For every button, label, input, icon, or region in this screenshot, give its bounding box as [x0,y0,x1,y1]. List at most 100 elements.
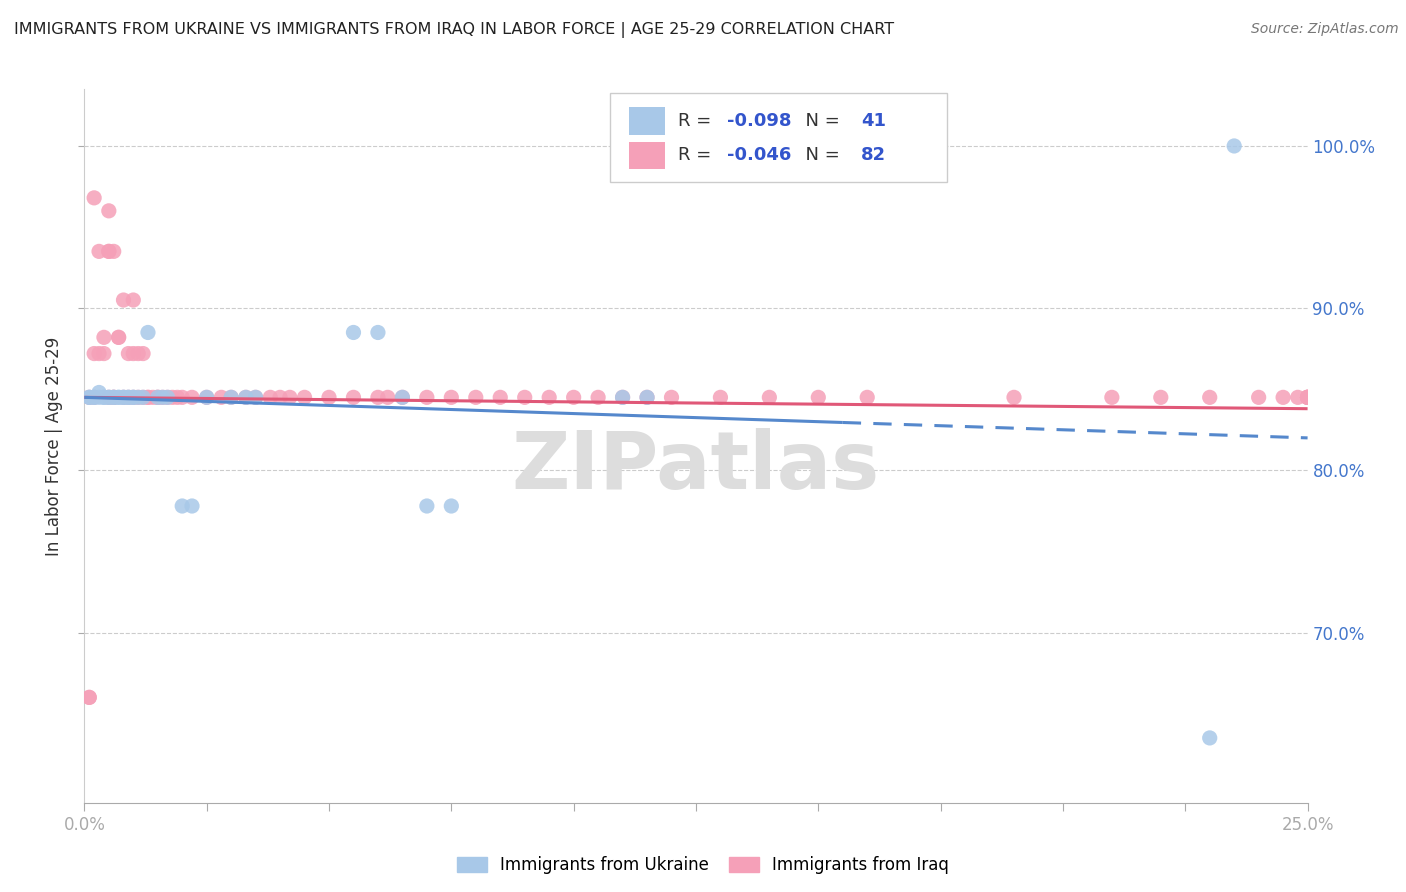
Point [132,390,155,404]
Point [122,390,145,404]
Point [440,390,463,404]
Point [342,326,364,340]
Point [709,390,731,404]
Point [97,390,120,404]
Point [416,390,439,404]
Point [367,390,389,404]
Point [1198,731,1220,745]
Point [166,390,188,404]
Text: IMMIGRANTS FROM UKRAINE VS IMMIGRANTS FROM IRAQ IN LABOR FORCE | AGE 25-29 CORRE: IMMIGRANTS FROM UKRAINE VS IMMIGRANTS FR… [14,22,894,38]
Point [127,390,149,404]
Point [93,346,115,360]
Point [77,690,100,705]
Point [1002,390,1025,404]
Point [103,390,125,404]
FancyBboxPatch shape [628,107,665,135]
Point [146,390,169,404]
Point [97,244,120,259]
Point [219,390,242,404]
Point [235,390,257,404]
Point [513,390,536,404]
Point [107,390,129,404]
Point [758,390,780,404]
Point [391,390,413,404]
Point [219,390,242,404]
Point [489,390,512,404]
Point [1296,390,1319,404]
Point [440,499,463,513]
Point [318,390,340,404]
Point [636,390,658,404]
Point [136,390,159,404]
Point [1286,390,1309,404]
Point [117,390,139,404]
Point [636,390,658,404]
Point [416,499,439,513]
Text: 41: 41 [860,112,886,130]
Point [1150,390,1173,404]
Point [112,390,135,404]
Point [612,390,634,404]
Point [367,326,389,340]
Point [1296,390,1319,404]
Point [83,390,105,404]
Point [112,390,135,404]
Legend: Immigrants from Ukraine, Immigrants from Iraq: Immigrants from Ukraine, Immigrants from… [451,851,955,880]
Point [117,390,139,404]
Point [586,390,609,404]
Point [107,390,129,404]
Text: ZIPatlas: ZIPatlas [512,428,880,507]
Point [195,390,218,404]
Point [83,191,105,205]
Point [391,390,413,404]
Point [77,390,100,404]
Text: N =: N = [794,112,845,130]
Point [87,385,110,400]
FancyBboxPatch shape [628,142,665,169]
Point [269,390,291,404]
Point [235,390,257,404]
Point [1198,390,1220,404]
Point [122,390,145,404]
Point [103,390,125,404]
Point [245,390,267,404]
Point [562,390,585,404]
Point [117,346,139,360]
Point [93,390,115,404]
Point [172,499,194,513]
Point [142,390,165,404]
Point [136,326,159,340]
Point [97,390,120,404]
Point [538,390,561,404]
Point [103,244,125,259]
Point [1247,390,1270,404]
Point [83,346,105,360]
Point [152,390,174,404]
Point [77,390,100,404]
Point [122,390,145,404]
Point [97,390,120,404]
Point [83,390,105,404]
Point [77,390,100,404]
Y-axis label: In Labor Force | Age 25-29: In Labor Force | Age 25-29 [45,336,63,556]
Point [156,390,179,404]
Point [132,346,155,360]
Point [93,330,115,344]
Text: Source: ZipAtlas.com: Source: ZipAtlas.com [1251,22,1399,37]
Text: -0.046: -0.046 [727,146,792,164]
Point [122,293,145,307]
Point [87,346,110,360]
Point [294,390,316,404]
Point [181,390,204,404]
Point [1223,139,1246,153]
Point [195,390,218,404]
Point [127,346,149,360]
Point [1296,390,1319,404]
FancyBboxPatch shape [610,93,946,182]
Point [77,690,100,705]
Point [209,390,232,404]
Point [181,499,204,513]
Point [97,244,120,259]
Point [856,390,879,404]
Point [107,330,129,344]
